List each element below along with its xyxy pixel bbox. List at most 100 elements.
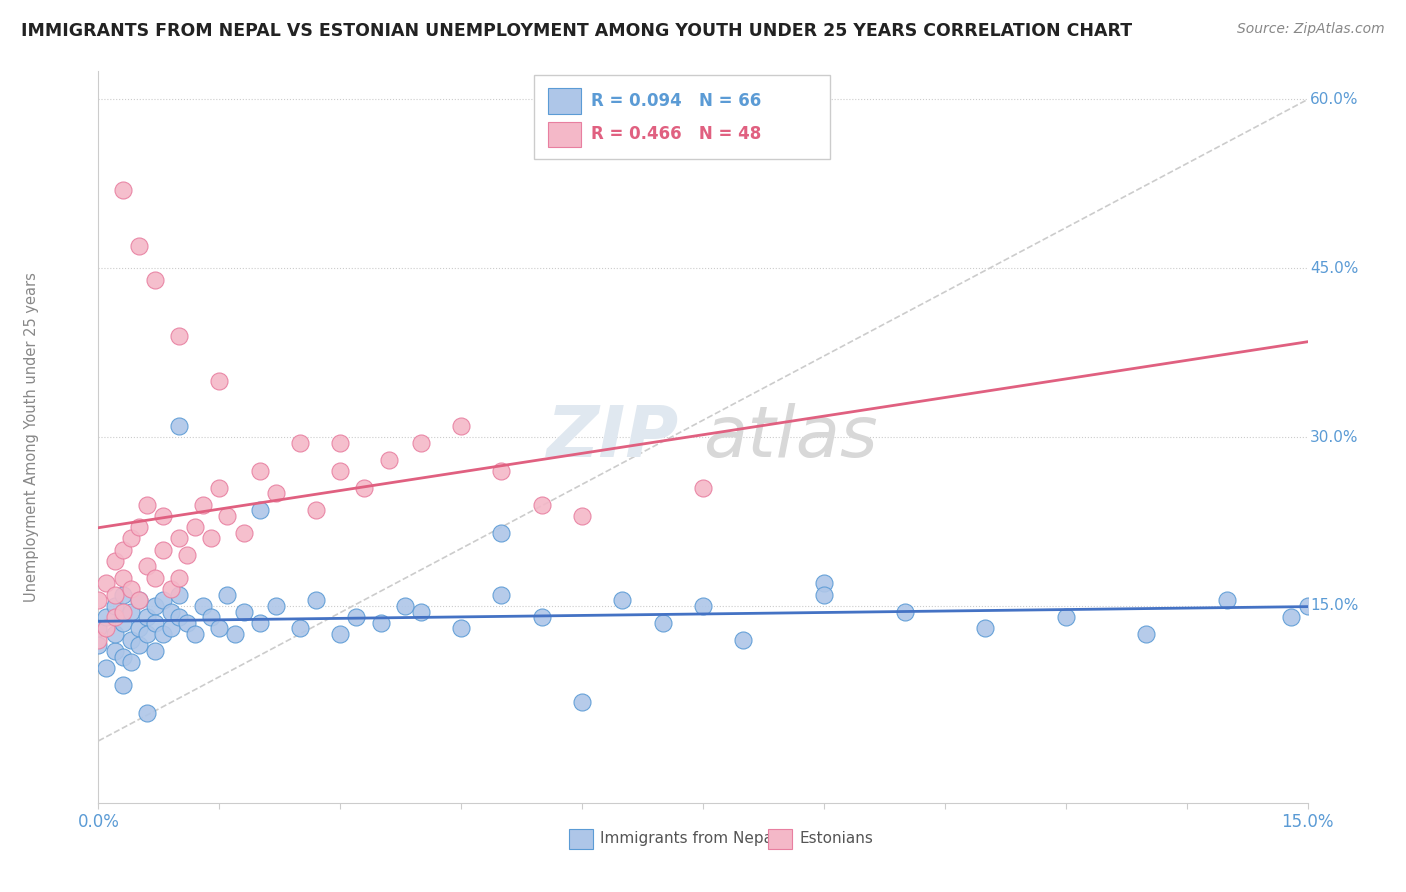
FancyBboxPatch shape [768, 830, 793, 849]
Point [103, 554, 125, 568]
Point [103, 599, 125, 613]
Point [329, 627, 352, 641]
Point [344, 610, 367, 624]
Point [152, 593, 174, 607]
Point [128, 239, 150, 253]
Point [200, 532, 222, 546]
Point [200, 610, 222, 624]
Point [249, 503, 271, 517]
Point [167, 418, 190, 433]
Point [152, 627, 174, 641]
Point [111, 678, 134, 692]
Point [813, 576, 835, 591]
Point [87, 632, 110, 647]
Point [111, 605, 134, 619]
Point [160, 621, 183, 635]
Point [87, 621, 110, 635]
Point [128, 621, 150, 635]
Point [152, 508, 174, 523]
Point [733, 632, 755, 647]
Point [160, 582, 183, 596]
Point [96, 610, 118, 624]
Point [692, 481, 714, 495]
Point [377, 452, 399, 467]
Point [217, 508, 239, 523]
Point [103, 610, 125, 624]
Point [329, 464, 352, 478]
Point [370, 615, 392, 630]
Point [530, 610, 553, 624]
Point [160, 605, 183, 619]
Point [409, 435, 432, 450]
Text: Estonians: Estonians [800, 831, 873, 847]
Text: 30.0%: 30.0% [1310, 430, 1358, 444]
Point [974, 621, 997, 635]
Point [450, 621, 472, 635]
Point [143, 571, 166, 585]
Point [249, 464, 271, 478]
Point [143, 615, 166, 630]
Point [305, 593, 328, 607]
Point [143, 644, 166, 658]
Point [96, 661, 118, 675]
Point [232, 525, 254, 540]
Point [152, 542, 174, 557]
Point [103, 644, 125, 658]
Point [120, 605, 142, 619]
Point [143, 272, 166, 286]
Point [893, 605, 915, 619]
Point [96, 621, 118, 635]
Point [305, 503, 328, 517]
Point [651, 615, 673, 630]
Point [353, 481, 375, 495]
Point [111, 588, 134, 602]
Point [87, 593, 110, 607]
Point [111, 615, 134, 630]
Point [491, 525, 513, 540]
Point [167, 328, 190, 343]
Point [612, 593, 634, 607]
Point [167, 571, 190, 585]
Text: R = 0.094   N = 66: R = 0.094 N = 66 [591, 92, 761, 110]
Point [135, 627, 157, 641]
Point [1216, 593, 1239, 607]
Point [111, 542, 134, 557]
Point [491, 464, 513, 478]
Point [264, 599, 287, 613]
Text: 45.0%: 45.0% [1310, 260, 1358, 276]
Point [530, 498, 553, 512]
Point [249, 615, 271, 630]
Point [217, 588, 239, 602]
Point [232, 605, 254, 619]
FancyBboxPatch shape [534, 75, 830, 159]
Point [1296, 599, 1319, 613]
Text: IMMIGRANTS FROM NEPAL VS ESTONIAN UNEMPLOYMENT AMONG YOUTH UNDER 25 YEARS CORREL: IMMIGRANTS FROM NEPAL VS ESTONIAN UNEMPL… [21, 22, 1132, 40]
Point [1054, 610, 1077, 624]
Point [135, 610, 157, 624]
Text: Unemployment Among Youth under 25 years: Unemployment Among Youth under 25 years [24, 272, 39, 602]
Text: Immigrants from Nepal: Immigrants from Nepal [600, 831, 778, 847]
Point [450, 418, 472, 433]
Text: atlas: atlas [703, 402, 877, 472]
Point [394, 599, 416, 613]
Point [571, 694, 593, 708]
Point [224, 627, 246, 641]
Point [692, 599, 714, 613]
FancyBboxPatch shape [569, 830, 593, 849]
Text: 15.0%: 15.0% [1310, 599, 1358, 614]
FancyBboxPatch shape [548, 88, 581, 114]
Point [143, 599, 166, 613]
Point [167, 532, 190, 546]
Point [409, 605, 432, 619]
Text: ZIP: ZIP [547, 402, 679, 472]
Point [120, 532, 142, 546]
Text: R = 0.466   N = 48: R = 0.466 N = 48 [591, 125, 761, 144]
Point [103, 588, 125, 602]
Point [329, 435, 352, 450]
Point [208, 481, 231, 495]
Point [135, 498, 157, 512]
Point [176, 615, 198, 630]
Point [1135, 627, 1157, 641]
Text: Source: ZipAtlas.com: Source: ZipAtlas.com [1237, 22, 1385, 37]
Text: 60.0%: 60.0% [1310, 92, 1358, 107]
